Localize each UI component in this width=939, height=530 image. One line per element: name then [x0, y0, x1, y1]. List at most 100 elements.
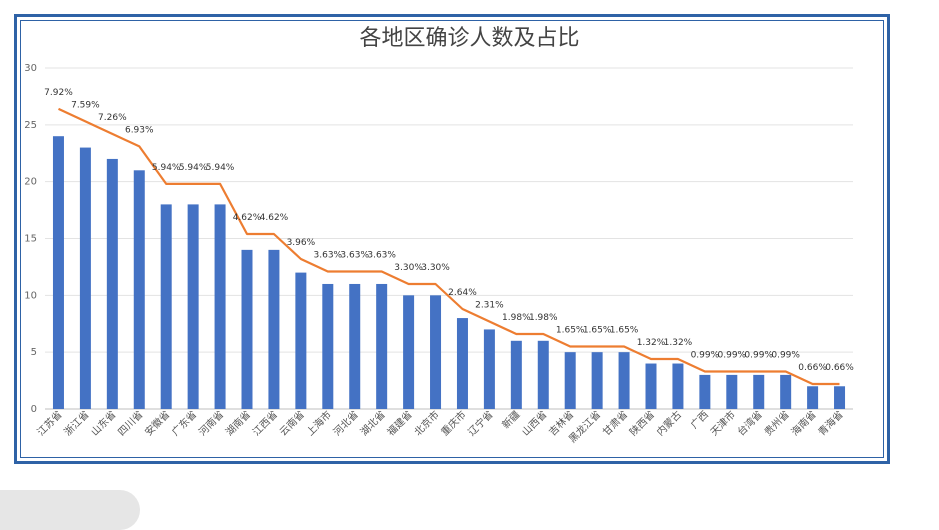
data-label: 0.66% [798, 363, 827, 373]
chart-frame-inner [20, 20, 884, 458]
data-label: 0.66% [825, 363, 854, 373]
bar [133, 170, 145, 409]
data-label: 1.98% [529, 313, 558, 323]
bar [726, 374, 738, 409]
data-label: 1.65% [583, 325, 612, 335]
data-label: 2.64% [448, 288, 477, 298]
x-tick-label: 广东省 [169, 408, 199, 438]
data-label: 7.59% [71, 100, 100, 110]
data-label: 2.31% [475, 300, 504, 310]
bar [349, 283, 361, 409]
chart-svg: 0510152025307.92%7.59%7.26%6.93%5.94%5.9… [24, 63, 854, 445]
x-tick-label: 山东省 [88, 408, 118, 438]
bar [187, 204, 199, 409]
x-tick-label: 浙江省 [61, 408, 91, 438]
y-tick-label: 25 [24, 120, 37, 131]
data-label: 7.26% [98, 113, 127, 123]
data-label: 1.32% [664, 338, 693, 348]
data-label: 3.63% [367, 250, 396, 260]
bar [591, 352, 603, 409]
x-tick-label: 内蒙古 [654, 408, 684, 438]
bar [403, 295, 415, 409]
x-tick-label: 河南省 [196, 408, 226, 438]
x-tick-label: 上海市 [304, 408, 334, 438]
bar [672, 363, 684, 409]
bar [564, 352, 576, 409]
bar [699, 374, 711, 409]
data-label: 0.99% [718, 350, 747, 360]
bar [106, 158, 118, 409]
x-tick-label: 湖北省 [357, 408, 387, 438]
y-tick-label: 15 [24, 234, 37, 245]
x-tick-label: 广西 [688, 409, 711, 432]
bar [645, 363, 657, 409]
bar [510, 340, 522, 409]
x-tick-label: 台湾省 [734, 408, 764, 438]
x-tick-label: 北京市 [411, 408, 441, 438]
bar [537, 340, 549, 409]
x-tick-label: 湖南省 [223, 408, 253, 438]
bar [456, 318, 468, 409]
data-label: 4.62% [260, 213, 289, 223]
data-label: 3.96% [287, 238, 316, 248]
background-blob [0, 490, 140, 530]
x-tick-label: 重庆市 [438, 408, 468, 438]
x-tick-label: 河北省 [330, 408, 360, 438]
data-label: 3.30% [421, 263, 450, 273]
bar [807, 386, 819, 409]
data-label: 5.94% [152, 163, 181, 173]
y-tick-label: 5 [31, 347, 37, 358]
bar [753, 374, 765, 409]
data-label: 3.30% [394, 263, 423, 273]
bar [483, 329, 495, 409]
bar [376, 283, 388, 409]
x-tick-label: 四川省 [115, 408, 145, 438]
percent-line [58, 107, 840, 386]
x-tick-label: 海南省 [788, 408, 818, 438]
bar [618, 352, 630, 409]
x-tick-label: 云南省 [277, 408, 307, 438]
bar [241, 249, 253, 409]
y-tick-label: 30 [24, 63, 37, 74]
x-tick-label: 天津市 [708, 408, 738, 438]
data-label: 1.98% [502, 313, 531, 323]
data-label: 6.93% [125, 125, 154, 135]
x-tick-label: 新疆 [499, 408, 522, 431]
data-label: 1.32% [637, 338, 666, 348]
x-tick-label: 辽宁省 [465, 408, 495, 438]
bar [214, 204, 226, 409]
y-tick-label: 10 [24, 290, 37, 301]
bar [430, 295, 442, 409]
y-tick-label: 0 [31, 404, 37, 415]
data-label: 3.63% [314, 250, 343, 260]
data-label: 0.99% [744, 350, 773, 360]
x-tick-label: 江苏省 [34, 408, 64, 438]
chart-title: 各地区确诊人数及占比 [359, 26, 580, 51]
data-label: 0.99% [771, 350, 800, 360]
bar [268, 249, 280, 409]
x-tick-label: 青海省 [815, 408, 845, 438]
bar [834, 386, 846, 409]
x-tick-label: 贵州省 [761, 408, 791, 438]
bar [780, 374, 792, 409]
x-tick-label: 江西省 [250, 408, 280, 438]
x-tick-label: 陕西省 [627, 408, 657, 438]
bar [295, 272, 307, 409]
data-label: 4.62% [233, 213, 262, 223]
x-tick-label: 安徽省 [142, 408, 172, 438]
data-label: 1.65% [610, 325, 639, 335]
data-label: 3.63% [340, 250, 369, 260]
data-label: 7.92% [44, 88, 73, 98]
x-tick-label: 福建省 [384, 408, 414, 438]
data-label: 0.99% [691, 350, 720, 360]
bar [52, 136, 64, 409]
bar [79, 147, 91, 410]
x-tick-label: 山西省 [519, 408, 549, 438]
bar [322, 283, 334, 409]
data-label: 5.94% [179, 163, 208, 173]
data-label: 1.65% [556, 325, 585, 335]
bar [160, 204, 172, 409]
y-tick-label: 20 [24, 177, 37, 188]
x-tick-label: 甘肃省 [600, 408, 630, 438]
data-label: 5.94% [206, 163, 235, 173]
